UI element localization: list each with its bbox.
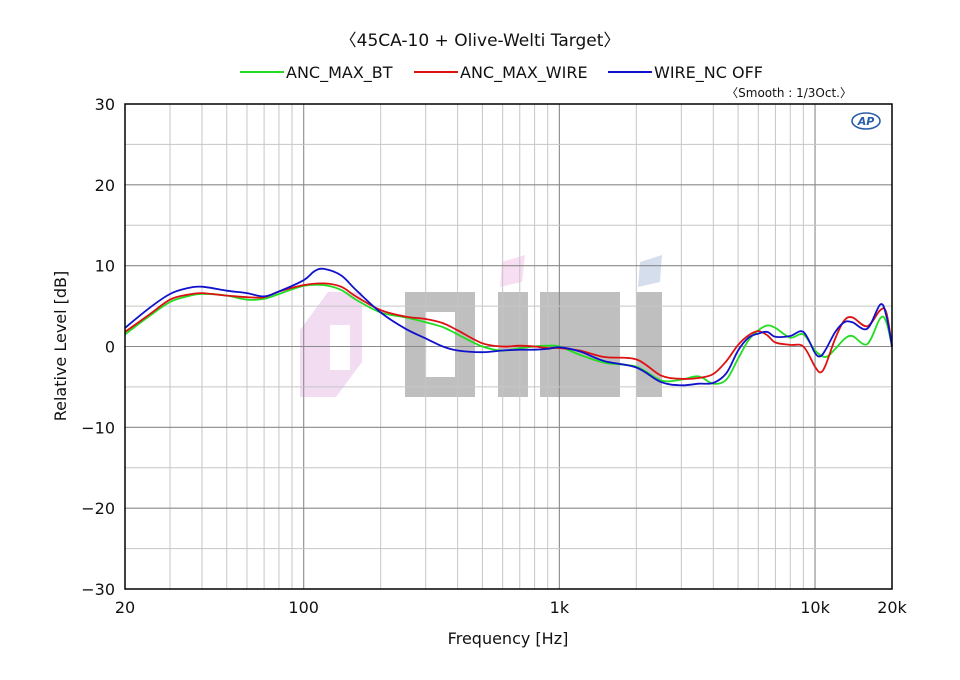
y-tick-label: 20: [95, 176, 115, 195]
y-axis-label: Relative Level [dB]: [51, 271, 70, 422]
x-tick-label: 20: [115, 598, 135, 617]
x-tick-label: 100: [288, 598, 319, 617]
y-tick-label: 0: [105, 338, 115, 357]
svg-text:AP: AP: [857, 115, 875, 128]
smoothing-note: 〈Smooth : 1/3Oct.〉: [726, 86, 852, 100]
series-line-wire-nc-off: [124, 267, 893, 387]
x-tick-label: 20k: [877, 598, 907, 617]
plot-frame: [124, 103, 893, 590]
ap-logo: AP: [851, 112, 881, 130]
y-tick-label: −20: [81, 499, 115, 518]
y-tick-label: 10: [95, 257, 115, 276]
x-axis-label: Frequency [Hz]: [448, 629, 569, 648]
y-tick-label: −30: [81, 580, 115, 599]
y-tick-label: −10: [81, 418, 115, 437]
y-tick-label: 30: [95, 95, 115, 114]
curves: [124, 267, 893, 387]
watermark-logo: [300, 255, 662, 397]
legend: ANC_MAX_BT ANC_MAX_WIRE WIRE_NC OFF: [240, 63, 763, 83]
chart-title: 〈45CA-10 + Olive-Welti Target〉: [340, 31, 621, 51]
grid-lines: [125, 104, 892, 589]
x-tick-label: 10k: [800, 598, 830, 617]
legend-label: WIRE_NC OFF: [654, 63, 763, 83]
series-line-anc-max-bt: [124, 283, 893, 385]
legend-label: ANC_MAX_BT: [286, 63, 393, 83]
legend-label: ANC_MAX_WIRE: [460, 63, 588, 83]
x-tick-label: 1k: [550, 598, 570, 617]
